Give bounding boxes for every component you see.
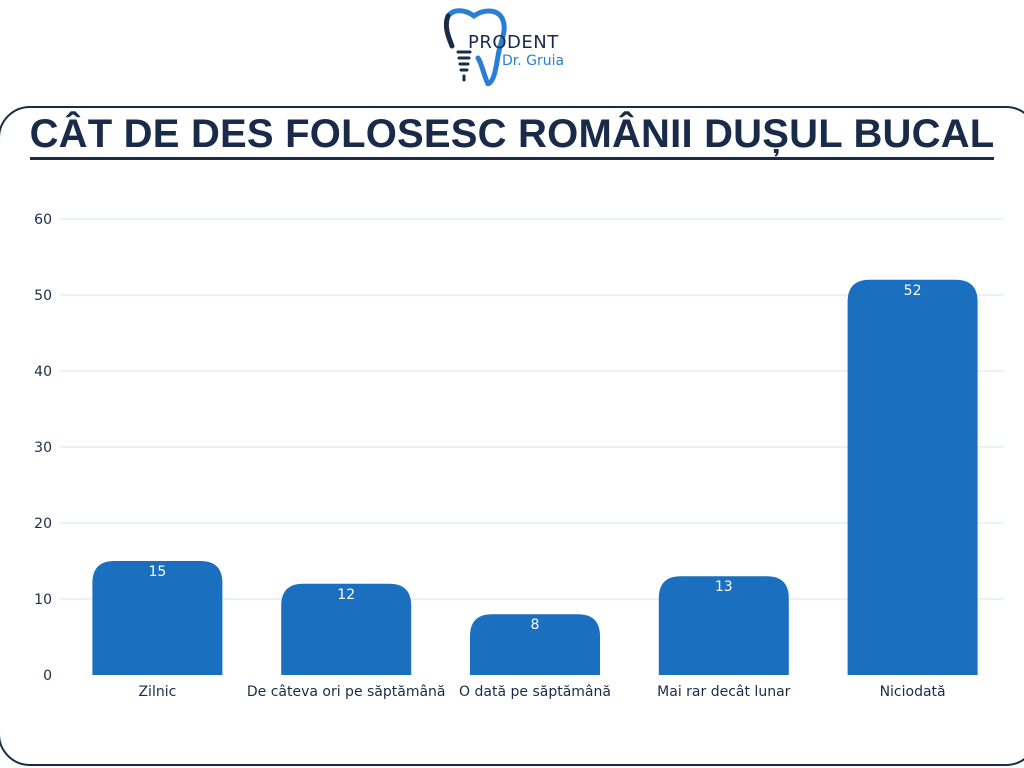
y-tick-label: 10: [34, 592, 52, 608]
x-tick-label: Mai rar decât lunar: [657, 684, 790, 700]
data-label: 8: [531, 617, 540, 633]
bar-3: [470, 614, 600, 675]
data-label: 52: [904, 283, 922, 299]
y-tick-label: 20: [34, 516, 52, 532]
bar-1: [92, 561, 223, 675]
x-tick-label: Niciodată: [880, 684, 946, 700]
x-tick-label: Zilnic: [138, 684, 176, 700]
y-tick-label: 60: [34, 212, 52, 228]
bar-5: [847, 279, 978, 675]
data-label: 13: [715, 579, 733, 595]
chart-title: CÂT DE DES FOLOSESC ROMÂNII DUȘUL BUCAL: [0, 112, 1024, 160]
x-tick-label: O dată pe săptămână: [459, 684, 611, 700]
chart-title-text: CÂT DE DES FOLOSESC ROMÂNII DUȘUL BUCAL: [29, 112, 995, 160]
y-tick-label: 40: [34, 364, 52, 380]
data-label: 12: [337, 587, 355, 603]
data-label: 15: [148, 564, 166, 580]
tooth-icon: [443, 8, 507, 86]
brand-logo: PRODENT Dr. Gruia: [440, 6, 590, 86]
bar-4: [658, 576, 789, 675]
bar-2: [281, 583, 412, 675]
chart-frame: [0, 106, 1024, 766]
y-tick-label: 0: [43, 668, 52, 684]
y-tick-label: 30: [34, 440, 52, 456]
brand-subtitle: Dr. Gruia: [502, 53, 565, 69]
x-tick-label: De câteva ori pe săptămână: [247, 684, 446, 700]
y-tick-label: 50: [34, 288, 52, 304]
brand-name: PRODENT: [468, 32, 559, 53]
